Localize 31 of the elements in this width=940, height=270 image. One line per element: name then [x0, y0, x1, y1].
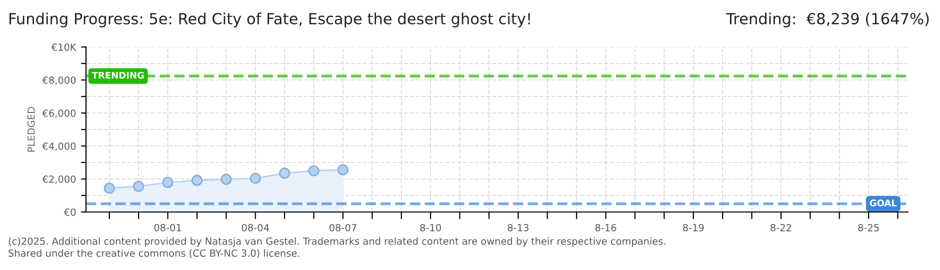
- y-tick-label: €10K: [51, 43, 76, 51]
- x-tick-label: 8-25: [858, 224, 879, 232]
- x-tick-label: 08-01: [154, 224, 181, 232]
- x-tick-label: 8-10: [420, 224, 441, 232]
- chart-title: Funding Progress: 5e: Red City of Fate, Escape the desert ghost city!: [10, 12, 530, 28]
- point: [133, 180, 144, 192]
- point: [220, 174, 232, 185]
- point: [250, 172, 261, 184]
- ref-line-label: GOAL: [870, 200, 897, 206]
- x-tick-label: 8-16: [595, 224, 616, 232]
- text: (c)2025. Additional content provided by Natasja van Gestel. Trademarks and related content are owned by their respective companies.: [8, 237, 666, 247]
- x-tick-label: 08-04: [242, 224, 269, 232]
- x-tick-label: 8-22: [770, 224, 792, 232]
- point: [162, 176, 174, 188]
- x-tick-label: 08-07: [329, 224, 356, 232]
- y-tick-label: €4,000: [42, 142, 76, 151]
- chart-subtitle: Trending: €8,239 (1647%): [726, 12, 929, 28]
- text: Shared under the creative commons (CC BY-NC 3.0) license.: [8, 249, 300, 258]
- point: [308, 165, 320, 176]
- y-tick-label: €0: [64, 208, 76, 216]
- point: [191, 174, 203, 186]
- y-tick-label: €2,000: [42, 175, 76, 184]
- y-tick-label: €8,000: [42, 76, 76, 85]
- y-axis-title: PLEDGED: [27, 107, 35, 152]
- x-tick-label: 8-19: [683, 224, 704, 232]
- y-tick-label: €6,000: [42, 109, 76, 118]
- x-tick-label: 8-13: [508, 224, 528, 232]
- point: [279, 168, 290, 179]
- point: [104, 182, 115, 194]
- point: [337, 164, 349, 176]
- ref-line-label: TRENDING: [92, 72, 144, 79]
